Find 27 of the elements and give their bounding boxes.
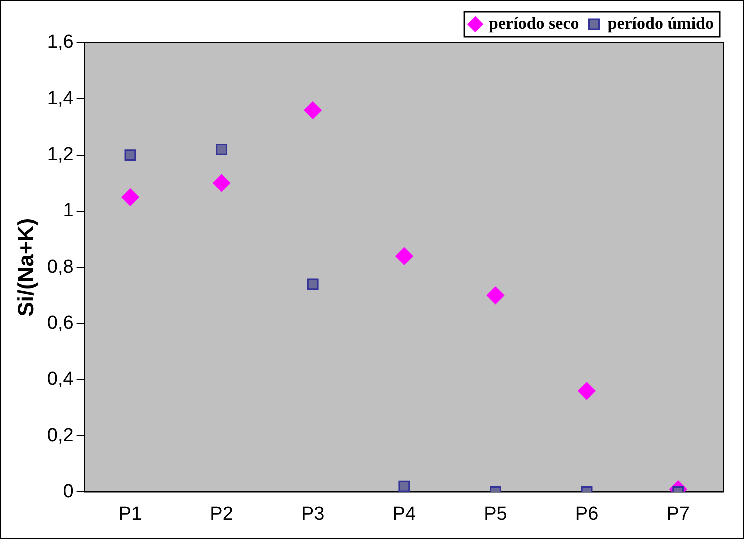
- point: [122, 188, 140, 206]
- y-tick-label: 0,8: [47, 256, 74, 278]
- x-tick-label: P5: [484, 504, 508, 525]
- y-tick-label: 1,6: [47, 32, 74, 54]
- point: [304, 102, 322, 120]
- y-tick-label: 1,2: [47, 144, 74, 166]
- point: [124, 150, 136, 161]
- x-tick-label: P6: [575, 504, 599, 525]
- y-tick-label: 1,4: [47, 88, 74, 110]
- x-tick-label: P2: [210, 504, 234, 525]
- point: [216, 144, 228, 156]
- point: [307, 278, 319, 290]
- y-tick-label: 0,2: [47, 425, 74, 446]
- point: [486, 286, 504, 304]
- y-tick-label: 0,4: [47, 369, 74, 390]
- point: [396, 248, 414, 266]
- y-tick-label: 0: [63, 481, 74, 502]
- y-axis-title: Si/(Na+K): [13, 218, 38, 317]
- x-tick-label: P7: [666, 504, 690, 525]
- point: [213, 174, 231, 192]
- y-tick-label: 0,6: [47, 312, 74, 334]
- x-tick-label: P3: [301, 504, 325, 525]
- x-tick-label: P4: [392, 504, 416, 525]
- legend-label: período úmido: [608, 14, 714, 33]
- x-tick-label: P1: [118, 504, 142, 525]
- y-tick-label: 1: [63, 200, 74, 222]
- legend-label: período seco: [489, 14, 580, 33]
